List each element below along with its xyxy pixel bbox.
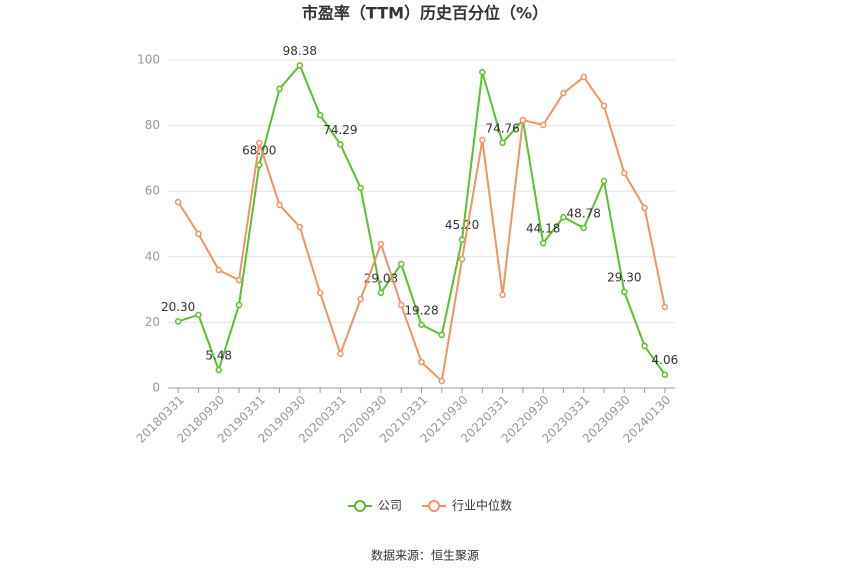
data-label: 98.38 <box>283 44 317 58</box>
data-point <box>560 89 567 97</box>
data-point <box>580 224 587 232</box>
data-point <box>276 85 283 93</box>
data-point <box>458 255 466 263</box>
data-label: 68.00 <box>242 143 276 157</box>
y-tick-label: 80 <box>145 118 160 132</box>
data-point <box>458 236 466 243</box>
data-label: 29.30 <box>607 270 641 284</box>
series-line <box>177 75 666 384</box>
data-label: 74.76 <box>485 121 519 135</box>
data-point <box>499 291 506 299</box>
y-tick-label: 60 <box>145 184 160 198</box>
data-point <box>519 116 527 124</box>
data-point <box>296 62 304 69</box>
data-label: 45.20 <box>445 218 479 232</box>
data-point <box>397 301 405 309</box>
data-point <box>397 260 405 268</box>
data-point <box>600 177 608 185</box>
data-point <box>600 102 608 110</box>
data-point <box>357 295 364 303</box>
source-note: 数据来源：恒生聚源 <box>371 548 479 563</box>
data-point <box>661 371 669 378</box>
data-point <box>174 198 182 206</box>
data-point <box>357 184 364 192</box>
data-point <box>377 240 385 248</box>
data-point <box>499 139 506 147</box>
data-point <box>641 342 648 350</box>
data-point <box>337 141 344 148</box>
legend-label: 行业中位数 <box>452 498 512 513</box>
data-point <box>337 350 344 358</box>
data-point <box>580 73 587 81</box>
data-point <box>641 204 648 212</box>
legend-marker <box>428 500 441 512</box>
data-point <box>215 366 222 374</box>
data-point <box>256 161 263 169</box>
data-point <box>661 303 669 311</box>
data-point <box>377 289 385 297</box>
data-label: 44.18 <box>526 222 560 236</box>
data-point <box>418 358 425 366</box>
data-point <box>316 111 324 119</box>
data-point <box>276 201 283 209</box>
data-point <box>316 289 324 297</box>
y-tick-label: 20 <box>145 315 160 329</box>
data-label: 20.30 <box>161 300 195 314</box>
data-point <box>418 321 425 329</box>
y-tick-label: 100 <box>137 53 160 67</box>
data-point <box>235 276 243 284</box>
data-point <box>235 301 243 309</box>
data-point <box>621 288 628 296</box>
data-label: 29.03 <box>364 271 398 285</box>
y-tick-label: 40 <box>145 249 160 263</box>
data-point <box>438 377 446 385</box>
data-label: 19.28 <box>404 303 438 317</box>
data-point <box>621 169 628 177</box>
data-label: 48.78 <box>567 207 601 221</box>
data-point <box>296 223 304 231</box>
legend-marker <box>354 500 366 512</box>
data-point <box>195 311 202 319</box>
data-point <box>195 230 202 238</box>
legend-label: 公司 <box>378 499 402 513</box>
data-point <box>539 239 547 247</box>
data-point <box>560 213 567 221</box>
legend-item: 公司 <box>348 499 402 513</box>
data-point <box>256 139 263 147</box>
data-label: 4.06 <box>652 353 679 367</box>
data-point <box>174 318 182 325</box>
data-label: 74.29 <box>323 123 357 137</box>
y-tick-label: 0 <box>152 381 160 395</box>
data-point <box>539 121 547 129</box>
chart-title: 市盈率（TTM）历史百分位（%） <box>302 4 548 23</box>
data-label: 5.48 <box>205 349 232 363</box>
data-point <box>215 266 222 274</box>
legend-item: 行业中位数 <box>422 498 512 513</box>
data-point <box>438 331 446 339</box>
data-point <box>479 136 486 144</box>
data-point <box>479 68 486 76</box>
